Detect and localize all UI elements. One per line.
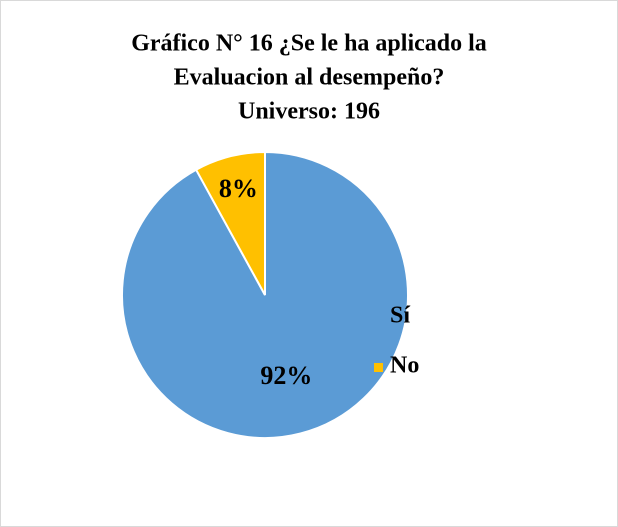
chart-title: Universo: 196	[238, 99, 380, 125]
data-label: 8%	[219, 174, 258, 203]
legend-label: No	[390, 353, 419, 379]
chart-title: Evaluacion al desempeño?	[174, 65, 445, 91]
chart-title: Gráfico N° 16 ¿Se le ha aplicado la	[131, 31, 487, 57]
legend-label: Sí	[390, 303, 410, 329]
pie-slice	[194, 150, 266, 296]
data-label: 92%	[260, 361, 312, 390]
legend-swatch	[374, 363, 383, 372]
legend-swatch	[374, 313, 383, 322]
